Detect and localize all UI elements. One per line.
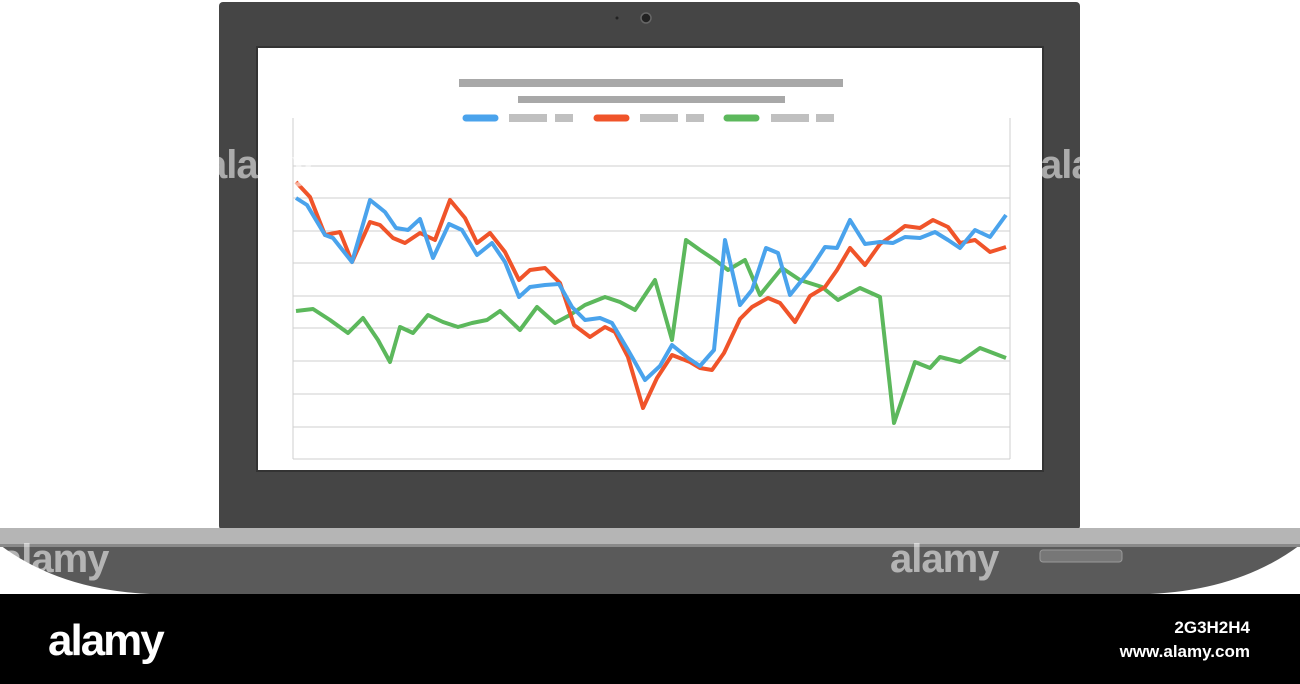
red-line: [294, 180, 1007, 410]
footer-logo: alamy: [48, 616, 165, 665]
watermark: alamy: [890, 537, 1000, 581]
decorative-lines: [294, 180, 1008, 425]
webcam-light: [615, 16, 619, 20]
screen: [256, 46, 1044, 472]
watermark: alamy: [0, 537, 110, 581]
green-line: [295, 238, 1007, 425]
webcam: [640, 12, 652, 24]
watermark: alamy: [205, 143, 315, 187]
footer: [0, 594, 1300, 684]
watermark: alamy: [1040, 143, 1150, 187]
image-id: 2G3H2H4: [1174, 618, 1250, 637]
title-placeholder: [459, 79, 843, 87]
laptop-port: [1039, 549, 1123, 563]
footer-url: www.alamy.com: [1119, 642, 1250, 661]
laptop-base-edge: [0, 544, 1300, 547]
subtitle-placeholder: [518, 96, 785, 103]
laptop-base-top: [0, 528, 1300, 545]
legend-text-placeholders: [509, 114, 834, 122]
blue-line: [294, 196, 1008, 382]
